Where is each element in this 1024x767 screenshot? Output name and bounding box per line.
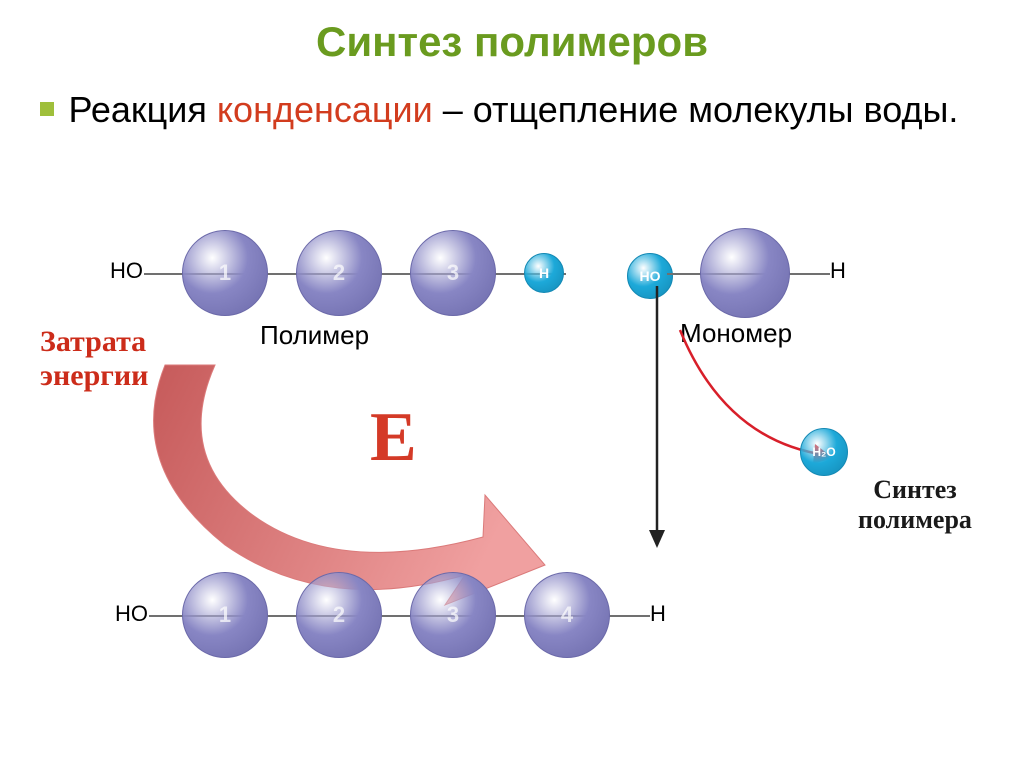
- label-synthesis: Синтез полимера: [858, 475, 972, 535]
- unit-number: 2: [333, 260, 345, 286]
- product-unit-3: 3: [410, 572, 496, 658]
- polymer-unit-2: 2: [296, 230, 382, 316]
- unit-number: 4: [561, 602, 573, 628]
- product-unit-2: 2: [296, 572, 382, 658]
- atom-label: H₂O: [812, 445, 835, 459]
- synth-line1: Синтез: [858, 475, 972, 505]
- polymer-unit-1: 1: [182, 230, 268, 316]
- synth-line2: полимера: [858, 505, 972, 535]
- unit-number: 3: [447, 260, 459, 286]
- product-unit-4: 4: [524, 572, 610, 658]
- monomer-unit: [700, 228, 790, 318]
- atom-label: H: [539, 265, 549, 281]
- polymer-unit-3: 3: [410, 230, 496, 316]
- water-molecule: H₂O: [800, 428, 848, 476]
- product-unit-1: 1: [182, 572, 268, 658]
- diagram: HO 1 2 3 H HO H Полимер Мономер Затратаэ…: [0, 0, 1024, 767]
- unit-number: 1: [219, 602, 231, 628]
- unit-number: 2: [333, 602, 345, 628]
- unit-number: 3: [447, 602, 459, 628]
- unit-number: 1: [219, 260, 231, 286]
- label-h-bottom-right: H: [650, 601, 666, 627]
- label-h-top-right: H: [830, 258, 846, 284]
- label-e: E: [370, 398, 417, 478]
- polymer-end-h: H: [524, 253, 564, 293]
- atom-label: HO: [640, 268, 661, 284]
- label-ho-bottom-left: HO: [115, 601, 148, 627]
- label-ho-top-left: HO: [110, 258, 143, 284]
- water-release-arrow-icon: [665, 320, 885, 500]
